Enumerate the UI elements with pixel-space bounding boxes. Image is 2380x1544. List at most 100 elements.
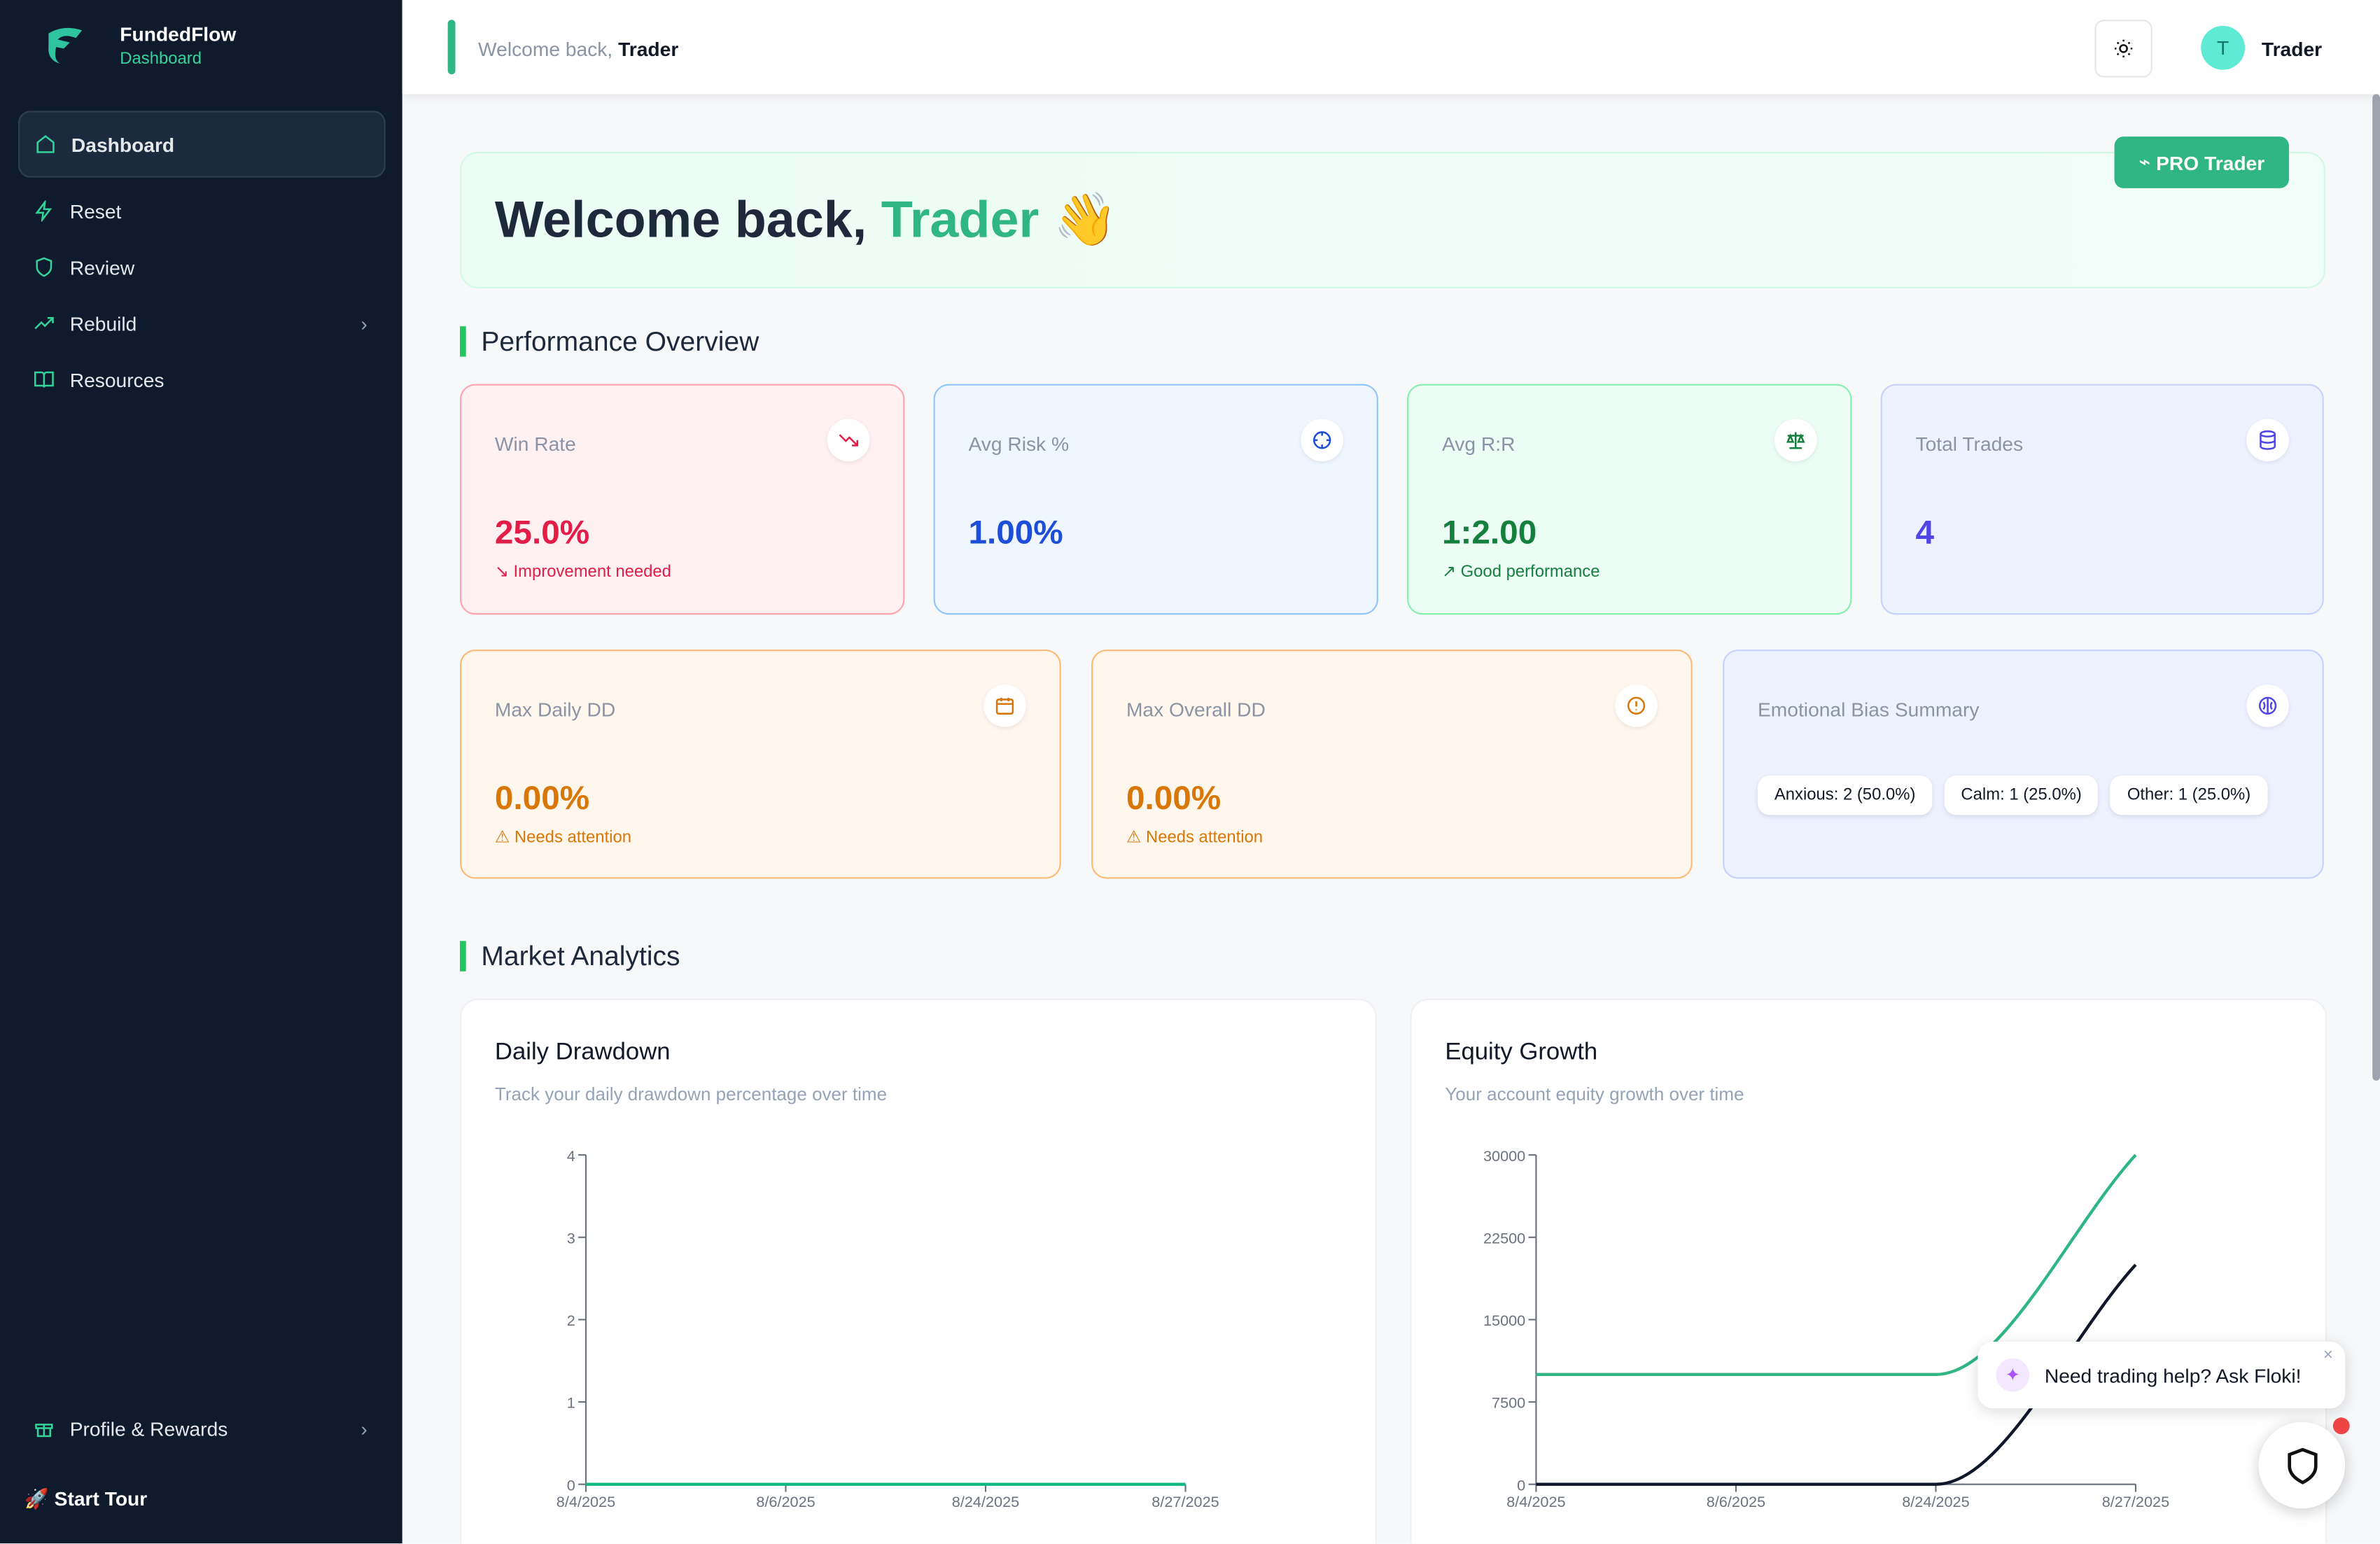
section-title: Market Analytics <box>460 941 680 971</box>
stat-note: ⚠ Needs attention <box>494 828 632 847</box>
y-tick-label: 1 <box>567 1394 575 1412</box>
hero-emoji: 👋 <box>1053 191 1118 249</box>
scrollbar <box>2372 94 2380 1081</box>
stat-card: Max Overall DD 0.00% ⚠ Needs attention <box>1091 650 1693 879</box>
stat-label: Max Overall DD <box>1126 698 1266 721</box>
avatar[interactable]: T <box>2201 25 2246 70</box>
chat-text: Need trading help? Ask Floki! <box>2044 1363 2302 1387</box>
chart-card: Equity Growth Your account equity growth… <box>1410 998 2328 1544</box>
theme-toggle[interactable] <box>2094 20 2152 78</box>
nav-label: Rebuild <box>69 311 137 335</box>
y-tick-label: 0 <box>1517 1476 1525 1494</box>
stat-note: ⚠ Needs attention <box>1126 828 1264 847</box>
tour-label: Start Tour <box>54 1487 148 1510</box>
sidebar: FundedFlow Dashboard Dashboard Reset Rev… <box>0 0 402 1544</box>
chat-bubble[interactable]: ✦ Need trading help? Ask Floki! × <box>1977 1341 2346 1409</box>
stat-card: Avg Risk % 1.00% <box>933 384 1378 615</box>
note-text: Good performance <box>1460 563 1600 582</box>
chips: Anxious: 2 (50.0%) Calm: 1 (25.0%) Other: … <box>1758 775 2279 815</box>
icon <box>827 419 870 462</box>
header: Welcome back, Trader T Trader <box>402 0 2380 94</box>
pro-badge[interactable]: ⌁ PRO Trader <box>2114 136 2289 188</box>
y-tick-label: 4 <box>567 1147 575 1165</box>
hero-title: Welcome back, Trader 👋 <box>495 190 1118 251</box>
chip: Calm: 1 (25.0%) <box>1944 775 2099 815</box>
notification-dot <box>2332 1417 2350 1435</box>
note-text: Needs attention <box>514 828 632 847</box>
note-text: Needs attention <box>1145 828 1264 847</box>
icon <box>1301 419 1344 462</box>
header-greeting: Welcome back, Trader <box>478 38 678 61</box>
greeting-name: Trader <box>618 38 679 61</box>
stat-label: Avg Risk % <box>968 432 1070 456</box>
x-tick-label: 8/6/2025 <box>756 1493 815 1510</box>
note-text: Improvement needed <box>513 563 671 582</box>
nav-item[interactable]: Review <box>18 235 382 299</box>
nav-label: Reset <box>69 199 122 223</box>
stat-card: Win Rate 25.0% ↘ Improvement needed <box>460 384 905 615</box>
icon <box>2246 419 2289 462</box>
line <box>1536 1153 2137 1377</box>
stat-value: 1.00% <box>968 512 1063 552</box>
y-tick-label: 22500 <box>1483 1229 1525 1247</box>
nav-item[interactable]: Dashboard <box>18 111 386 178</box>
stat-note: ↘ Improvement needed <box>494 563 671 582</box>
x-tick-label: 8/4/2025 <box>1506 1493 1565 1510</box>
y-tick-label: 3 <box>567 1229 575 1247</box>
chip: Anxious: 2 (50.0%) <box>1758 775 1933 815</box>
stat-card: Total Trades 4 <box>1880 384 2324 615</box>
logo <box>48 27 83 64</box>
bias-label: Emotional Bias Summary <box>1758 698 1980 721</box>
nav-label: Resources <box>69 367 164 391</box>
nav-item[interactable]: Rebuild › <box>18 291 382 355</box>
icon <box>1774 419 1817 462</box>
icon <box>1615 684 1658 727</box>
icon <box>2246 684 2289 727</box>
bias-card: Emotional Bias Summary Anxious: 2 (50.0%… <box>1723 650 2324 879</box>
chart: 0 7500 15000 22500 30000 8/4/2025 8/6/2025 8/24… <box>1483 1147 2169 1510</box>
x-tick-label: 8/24/2025 <box>952 1493 1019 1510</box>
nav-label: Profile & Rewards <box>69 1417 228 1440</box>
stat-value: 25.0% <box>494 512 590 552</box>
greeting: Welcome back, <box>478 38 613 61</box>
chart-card: Daily Drawdown Track your daily drawdown… <box>460 998 1377 1544</box>
chart-subtitle: Your account equity growth over time <box>1445 1083 1744 1105</box>
username[interactable]: Trader <box>2261 38 2323 61</box>
brand-sub: Dashboard <box>120 50 202 69</box>
x-tick-label: 8/4/2025 <box>556 1493 615 1510</box>
stat-value: 0.00% <box>494 778 590 817</box>
y-tick-label: 7500 <box>1492 1394 1525 1412</box>
y-tick-label: 2 <box>567 1312 575 1329</box>
nav-item[interactable]: Reset <box>18 179 382 243</box>
nav-item[interactable]: Resources <box>18 348 382 412</box>
y-tick-label: 30000 <box>1483 1147 1525 1165</box>
start-tour[interactable]: 🚀 Start Tour <box>24 1487 148 1510</box>
nav-item[interactable]: Profile & Rewards › <box>18 1396 382 1460</box>
chat-button[interactable] <box>2258 1422 2346 1509</box>
stat-label: Avg R:R <box>1441 432 1516 456</box>
y-tick-label: 0 <box>567 1476 575 1494</box>
stat-label: Max Daily DD <box>494 698 616 721</box>
stat-card: Max Daily DD 0.00% ⚠ Needs attention <box>460 650 1061 879</box>
chart-title: Equity Growth <box>1445 1039 1598 1066</box>
y-tick-label: 15000 <box>1483 1312 1525 1329</box>
icon <box>983 684 1026 727</box>
section-title: Performance Overview <box>460 326 759 357</box>
nav-label: Review <box>69 255 135 279</box>
badge-label: PRO Trader <box>2156 150 2265 174</box>
chip: Other: 1 (25.0%) <box>2110 775 2268 815</box>
x-tick-label: 8/27/2025 <box>2102 1493 2169 1510</box>
close[interactable]: × <box>2323 1346 2333 1365</box>
stat-label: Total Trades <box>1915 432 2024 456</box>
x-tick-label: 8/24/2025 <box>1902 1493 1969 1510</box>
stat-card: Avg R:R 1:2.00 ↗ Good performance <box>1407 384 1852 615</box>
brand: FundedFlow <box>120 22 237 46</box>
chart: 0 1 2 3 4 8/4/2025 8/6/2025 8/24/2025 8/27/2025 <box>556 1147 1219 1510</box>
x-tick-label: 8/27/2025 <box>1152 1493 1219 1510</box>
nav-label: Dashboard <box>71 132 175 156</box>
chart-subtitle: Track your daily drawdown percentage ove… <box>494 1083 888 1105</box>
stat-value: 4 <box>1915 512 1935 552</box>
